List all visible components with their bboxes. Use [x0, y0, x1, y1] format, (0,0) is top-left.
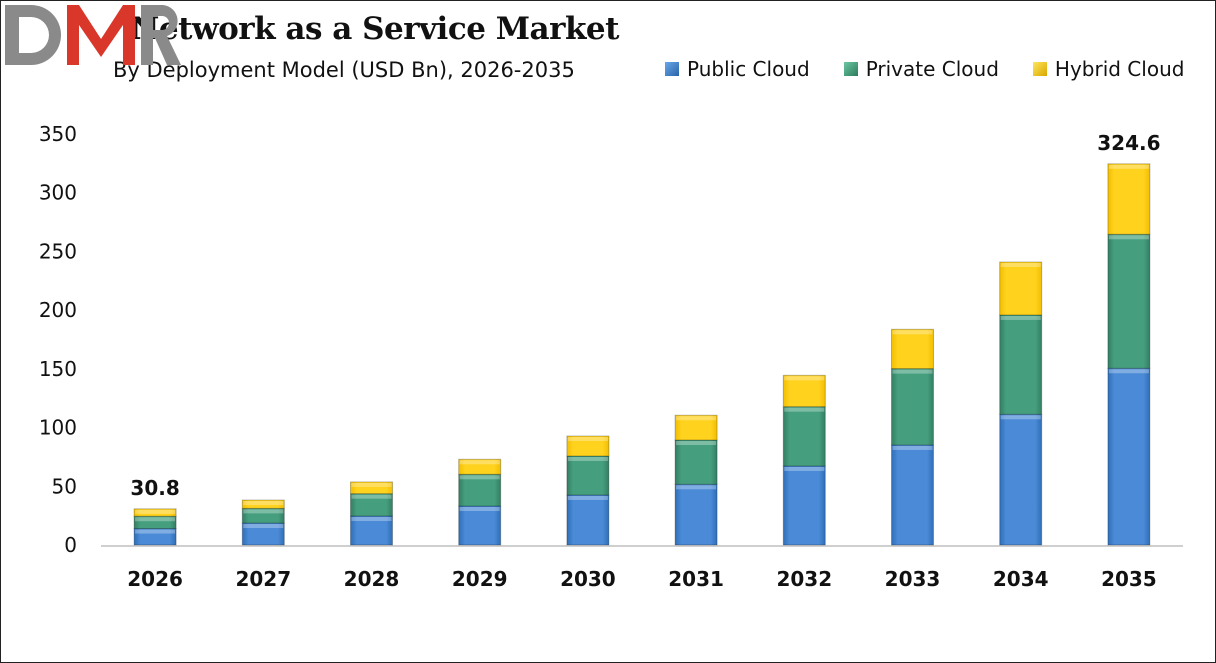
bar-segment-hybrid-cloud	[350, 481, 393, 495]
bar-segment-private-cloud	[458, 473, 502, 507]
bar-bevel	[892, 445, 933, 450]
x-tick-label: 2026	[127, 567, 183, 591]
legend-item-hybrid-cloud: Hybrid Cloud	[1032, 57, 1185, 81]
x-tick-label: 2029	[452, 567, 508, 591]
y-tick-label: 350	[39, 122, 77, 146]
bar-bevel	[351, 494, 392, 499]
data-label: 30.8	[130, 476, 179, 500]
bar-bevel	[351, 482, 392, 487]
dmr-logo	[5, 5, 181, 65]
bar-bevel	[135, 529, 176, 534]
bar-segment-private-cloud	[674, 439, 718, 485]
bar-bevel	[1000, 262, 1041, 267]
bar-bevel	[459, 475, 500, 480]
bar-bevel	[784, 407, 825, 412]
bar-bevel	[1000, 415, 1041, 420]
chart-title: Network as a Service Market	[131, 11, 619, 47]
bar-segment-private-cloud	[566, 455, 610, 496]
x-tick-label: 2027	[235, 567, 291, 591]
legend: Public Cloud Private Cloud Hybrid Cloud	[665, 57, 1184, 81]
legend-label: Private Cloud	[865, 57, 999, 81]
x-tick-label: 2035	[1101, 567, 1157, 591]
y-tick-label: 250	[39, 239, 77, 263]
bar-bevel	[567, 456, 608, 461]
bar-segment-private-cloud	[1107, 233, 1151, 369]
data-label: 324.6	[1097, 131, 1160, 155]
bar-bevel	[567, 437, 608, 442]
legend-label: Hybrid Cloud	[1054, 57, 1185, 81]
bar-bevel	[1000, 315, 1041, 320]
bar-bevel	[459, 460, 500, 465]
bar-segment-hybrid-cloud	[133, 508, 177, 517]
bar-segment-hybrid-cloud	[566, 435, 610, 457]
bar-bevel	[676, 441, 717, 446]
bar-bevel	[135, 517, 176, 522]
bar-bevel	[135, 509, 176, 514]
x-tick-label: 2031	[668, 567, 724, 591]
bar-segment-hybrid-cloud	[241, 499, 285, 509]
bar-segment-private-cloud	[891, 368, 934, 446]
legend-swatch	[665, 62, 679, 76]
legend-swatch	[843, 62, 858, 76]
y-tick-label: 100	[39, 416, 77, 440]
x-tick-label: 2032	[776, 567, 832, 591]
bar-segment-hybrid-cloud	[782, 374, 826, 408]
bar-segment-public-cloud	[674, 483, 718, 546]
bar-segment-private-cloud	[782, 406, 826, 467]
bar-segment-public-cloud	[1107, 367, 1151, 546]
legend-swatch	[1032, 62, 1047, 76]
bar-bevel	[1108, 164, 1149, 169]
bar-bevel	[784, 466, 825, 471]
bar-segment-hybrid-cloud	[674, 414, 718, 441]
x-tick-label: 2028	[344, 567, 400, 591]
bar-bevel	[567, 495, 608, 500]
bar-segment-public-cloud	[458, 505, 502, 546]
bar-bevel	[676, 485, 717, 490]
bar-segment-public-cloud	[891, 444, 934, 546]
legend-item-public-cloud: Public Cloud	[665, 57, 810, 81]
x-tick-label: 2030	[560, 567, 616, 591]
chart-subtitle: By Deployment Model (USD Bn), 2026-2035	[113, 58, 575, 82]
legend-label: Public Cloud	[687, 57, 810, 81]
bar-bevel	[243, 509, 284, 514]
bar-segment-public-cloud	[566, 494, 610, 546]
bar-segment-private-cloud	[999, 314, 1043, 415]
bar-segment-hybrid-cloud	[1107, 163, 1151, 235]
y-tick-label: 150	[39, 357, 77, 381]
bar-segment-hybrid-cloud	[999, 261, 1043, 316]
bar-segment-public-cloud	[999, 413, 1043, 546]
bar-segment-public-cloud	[782, 465, 826, 546]
y-tick-label: 200	[39, 298, 77, 322]
bar-bevel	[892, 330, 933, 335]
bar-bevel	[243, 524, 284, 529]
bar-bevel	[1108, 235, 1149, 240]
bar-bevel	[676, 416, 717, 421]
y-tick-label: 0	[64, 533, 77, 557]
bar-bevel	[784, 376, 825, 381]
bar-segment-hybrid-cloud	[458, 458, 502, 475]
x-tick-label: 2033	[885, 567, 941, 591]
legend-item-private-cloud: Private Cloud	[843, 57, 999, 81]
y-tick-label: 300	[39, 181, 77, 205]
bar-bevel	[459, 507, 500, 512]
y-tick-label: 50	[52, 474, 77, 498]
bar-bevel	[351, 516, 392, 521]
x-tick-label: 2034	[993, 567, 1049, 591]
bar-bevel	[243, 501, 284, 506]
bar-bevel	[1108, 369, 1149, 374]
bar-segment-hybrid-cloud	[891, 328, 934, 370]
bar-bevel	[892, 369, 933, 374]
